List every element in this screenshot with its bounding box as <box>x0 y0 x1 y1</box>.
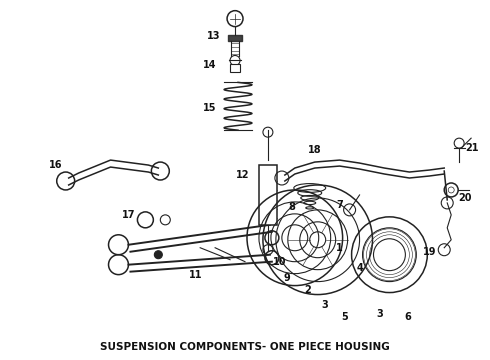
FancyBboxPatch shape <box>230 64 240 72</box>
Text: 11: 11 <box>189 270 202 280</box>
Text: 13: 13 <box>207 31 221 41</box>
Text: 5: 5 <box>341 312 348 323</box>
Text: SUSPENSION COMPONENTS- ONE PIECE HOUSING: SUSPENSION COMPONENTS- ONE PIECE HOUSING <box>100 342 390 352</box>
Text: 17: 17 <box>122 210 135 220</box>
Text: 2: 2 <box>304 284 311 294</box>
Text: 3: 3 <box>321 300 328 310</box>
Text: 6: 6 <box>404 312 411 323</box>
Text: 9: 9 <box>283 273 290 283</box>
Text: 21: 21 <box>466 143 479 153</box>
Text: 1: 1 <box>336 243 343 253</box>
Text: 18: 18 <box>308 145 321 155</box>
Text: 10: 10 <box>273 257 287 267</box>
FancyBboxPatch shape <box>259 165 277 225</box>
Text: 14: 14 <box>203 60 217 71</box>
Text: 16: 16 <box>49 160 63 170</box>
Text: 8: 8 <box>289 202 295 212</box>
Circle shape <box>154 251 162 259</box>
Text: 12: 12 <box>236 170 250 180</box>
Text: 19: 19 <box>422 247 436 257</box>
Text: 3: 3 <box>376 310 383 319</box>
Text: 4: 4 <box>356 263 363 273</box>
Text: 15: 15 <box>203 103 217 113</box>
Text: 7: 7 <box>336 200 343 210</box>
Text: 20: 20 <box>459 193 472 203</box>
